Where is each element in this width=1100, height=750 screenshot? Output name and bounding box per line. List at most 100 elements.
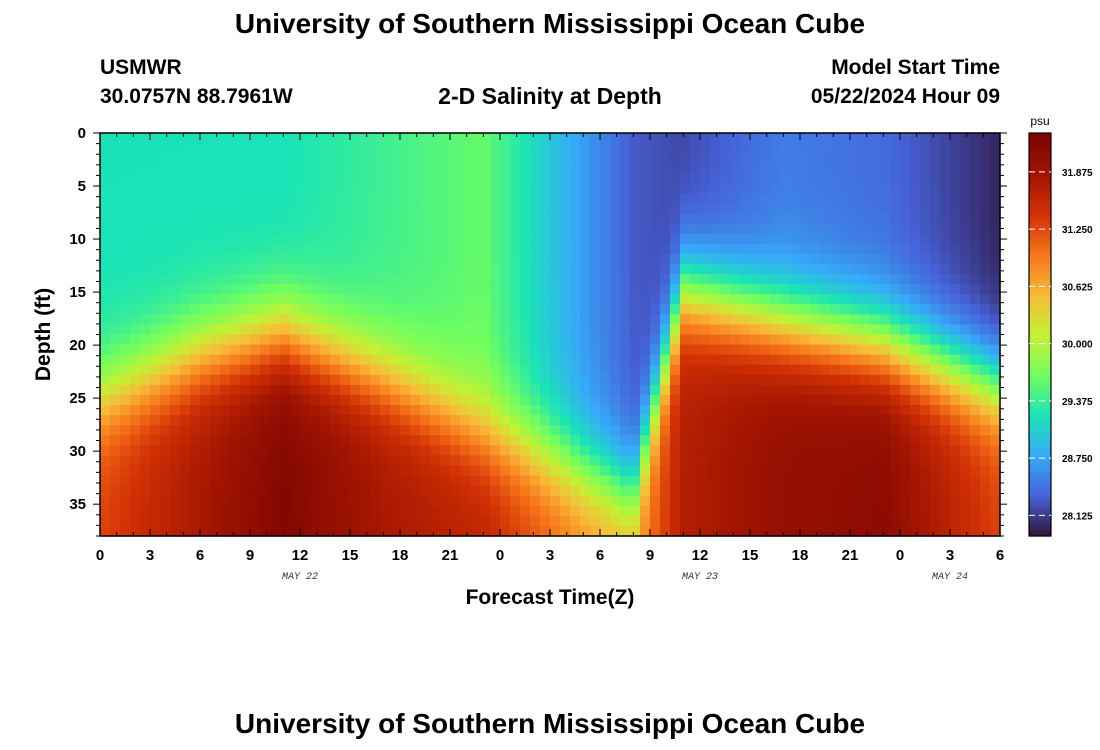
heatmap-cell — [840, 143, 851, 154]
heatmap-cell — [220, 274, 231, 285]
heatmap-cell — [870, 475, 881, 487]
heatmap-cell — [950, 475, 961, 487]
heatmap-cell — [220, 465, 231, 477]
heatmap-cell — [710, 515, 721, 527]
heatmap-cell — [470, 253, 481, 265]
heatmap-cell — [780, 505, 791, 517]
heatmap-cell — [780, 374, 791, 386]
x-tick-label: 0 — [896, 547, 904, 564]
heatmap-cell — [910, 455, 921, 467]
heatmap-cell — [350, 465, 361, 477]
heatmap-cell — [350, 475, 361, 487]
heatmap-cell — [490, 425, 501, 436]
heatmap-cell — [840, 153, 851, 164]
heatmap-cell — [390, 163, 401, 174]
heatmap-cell — [260, 505, 271, 517]
heatmap-cell — [150, 253, 161, 265]
heatmap-cell — [640, 334, 651, 346]
heatmap-cell — [890, 253, 901, 265]
heatmap-cell — [820, 203, 831, 215]
heatmap-cell — [510, 213, 521, 225]
heatmap-cell — [480, 314, 491, 326]
heatmap-cell — [490, 415, 501, 426]
colorbar-segment — [1029, 304, 1051, 309]
heatmap-cell — [210, 193, 221, 205]
heatmap-cell — [680, 495, 691, 507]
heatmap-cell — [170, 485, 181, 497]
heatmap-cell — [210, 475, 221, 487]
heatmap-cell — [510, 253, 521, 265]
heatmap-cell — [270, 304, 281, 315]
heatmap-cell — [440, 394, 451, 406]
heatmap-cell — [810, 475, 821, 487]
heatmap-cell — [420, 425, 431, 436]
heatmap-cell — [380, 183, 391, 195]
heatmap-cell — [670, 243, 681, 255]
heatmap-cell — [160, 274, 171, 285]
heatmap-cell — [860, 515, 871, 527]
heatmap-cell — [710, 304, 721, 315]
heatmap-cell — [890, 425, 901, 436]
heatmap-cell — [510, 274, 521, 285]
heatmap-cell — [630, 495, 641, 507]
colorbar-segment — [1029, 445, 1051, 450]
heatmap-cell — [840, 243, 851, 255]
heatmap-cell — [610, 133, 621, 144]
heatmap-cell — [580, 253, 591, 265]
heatmap-cell — [940, 284, 951, 295]
heatmap-cell — [160, 243, 171, 255]
heatmap-cell — [470, 354, 481, 366]
heatmap-cell — [640, 384, 651, 396]
heatmap-cell — [930, 525, 941, 537]
heatmap-cell — [750, 415, 761, 426]
heatmap-cell — [410, 515, 421, 527]
heatmap-cell — [940, 173, 951, 184]
heatmap-cell — [560, 213, 571, 225]
heatmap-cell — [920, 515, 931, 527]
heatmap-cell — [820, 324, 831, 336]
heatmap-cell — [790, 163, 801, 174]
heatmap-cell — [240, 515, 251, 527]
heatmap-cell — [690, 324, 701, 336]
heatmap-cell — [690, 354, 701, 366]
heatmap-cell — [840, 344, 851, 356]
heatmap-cell — [340, 374, 351, 386]
colorbar-segment — [1029, 133, 1051, 137]
heatmap-cell — [920, 294, 931, 305]
heatmap-cell — [750, 243, 761, 255]
heatmap-cell — [330, 314, 341, 326]
heatmap-cell — [170, 435, 181, 446]
heatmap-cell — [100, 233, 111, 245]
heatmap-cell — [950, 213, 961, 225]
x-tick-label: 3 — [146, 547, 154, 564]
heatmap-cell — [910, 304, 921, 315]
heatmap-cell — [770, 525, 781, 537]
heatmap-cell — [610, 304, 621, 315]
heatmap-cell — [250, 193, 261, 205]
heatmap-cell — [670, 525, 681, 537]
heatmap-cell — [350, 203, 361, 215]
heatmap-cell — [260, 415, 271, 426]
heatmap-cell — [230, 233, 241, 245]
heatmap-cell — [440, 445, 451, 456]
heatmap-cell — [470, 263, 481, 275]
heatmap-cell — [230, 294, 241, 305]
heatmap-cell — [850, 505, 861, 517]
heatmap-cell — [290, 173, 301, 184]
heatmap-cell — [260, 173, 271, 184]
heatmap-cell — [610, 143, 621, 154]
heatmap-cell — [870, 364, 881, 376]
heatmap-cell — [850, 445, 861, 456]
heatmap-cell — [450, 344, 461, 356]
heatmap-cell — [260, 143, 271, 154]
heatmap-cell — [580, 354, 591, 366]
heatmap-cell — [570, 263, 581, 275]
heatmap-cell — [620, 374, 631, 386]
heatmap-cell — [140, 525, 151, 537]
heatmap-cell — [950, 354, 961, 366]
heatmap-cell — [290, 384, 301, 396]
heatmap-cell — [210, 173, 221, 184]
heatmap-cell — [800, 485, 811, 497]
heatmap-cell — [250, 223, 261, 235]
heatmap-cell — [250, 133, 261, 144]
